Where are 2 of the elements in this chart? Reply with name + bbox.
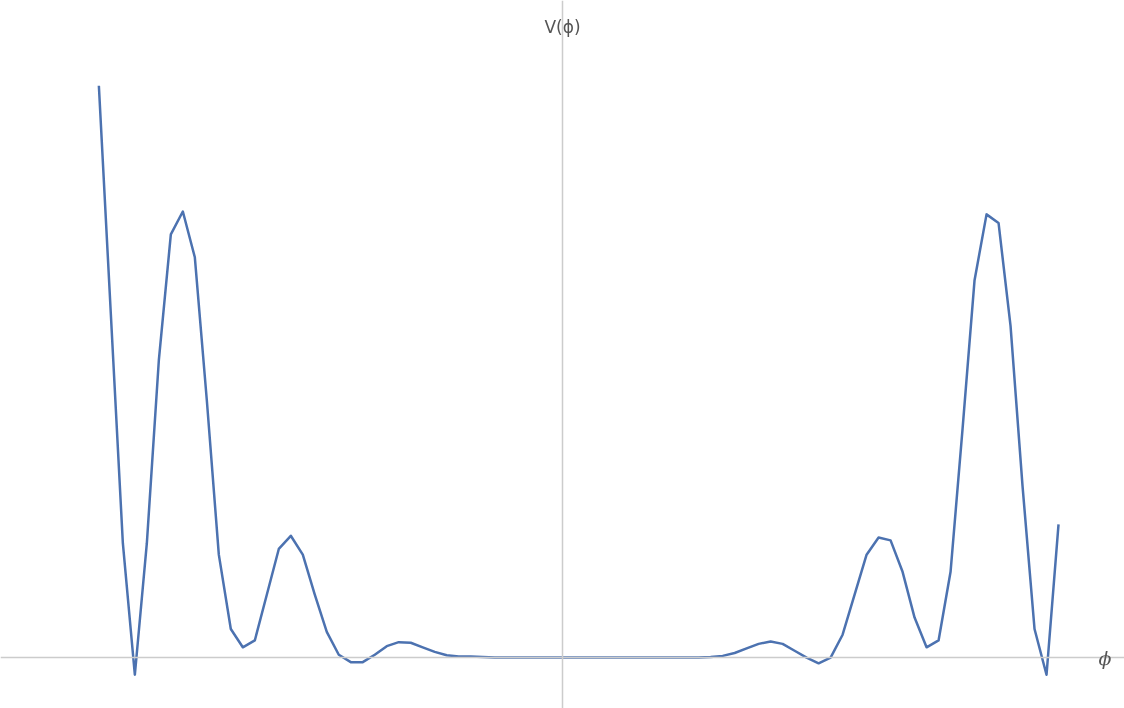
x-axis-title: ϕ	[1098, 646, 1112, 669]
y-axis-title: V(ϕ)	[544, 16, 581, 37]
